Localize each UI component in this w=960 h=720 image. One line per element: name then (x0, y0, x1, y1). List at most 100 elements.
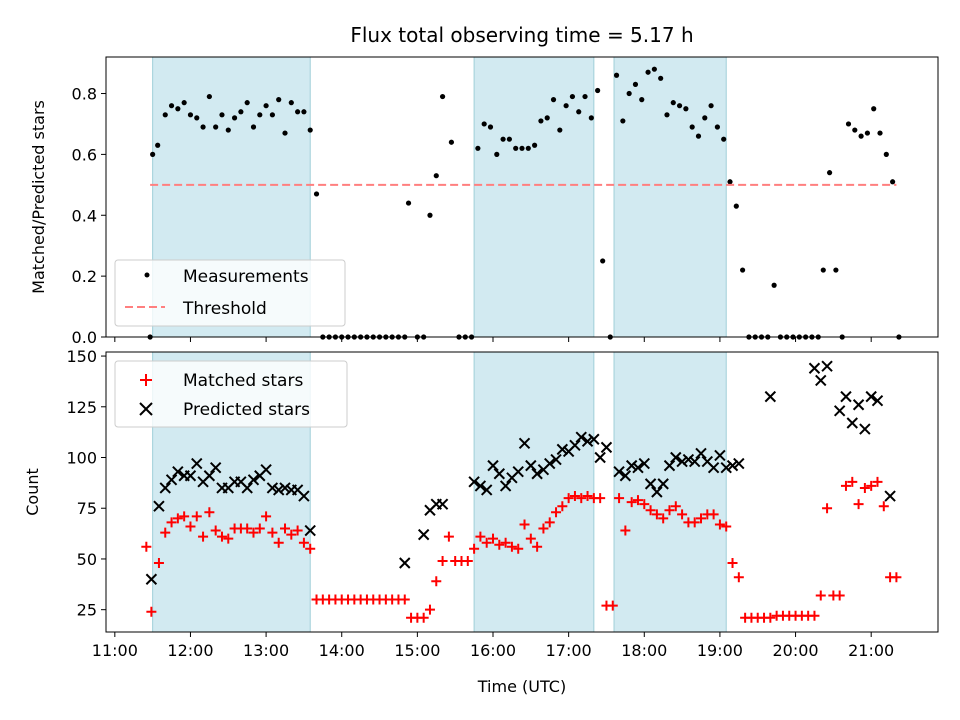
measurement-point (448, 139, 455, 145)
predicted-star-point (644, 478, 657, 490)
y-tick-label: 0.2 (72, 267, 97, 286)
matched-star-point (267, 527, 278, 538)
measurement-point (219, 112, 225, 118)
predicted-star-point (153, 500, 165, 512)
measurement-point (532, 142, 538, 148)
predicted-star-point (304, 524, 316, 537)
predicted-star-point (487, 459, 499, 472)
matched-star-point (677, 509, 688, 520)
matched-star-point (563, 493, 574, 504)
y-tick-label: 0.4 (72, 206, 97, 225)
shaded-interval (614, 57, 727, 337)
matched-star-point (254, 523, 265, 534)
predicted-star-point (480, 484, 493, 496)
predicted-star-point (172, 466, 184, 478)
matched-star-point (273, 537, 284, 548)
bottom-axes-frame (105, 351, 939, 633)
matched-star-point (481, 537, 492, 548)
measurement-point (231, 115, 238, 121)
predicted-star-point (266, 482, 279, 494)
measurement-point (820, 267, 826, 273)
predicted-star-point (600, 441, 613, 454)
predicted-star-point (272, 484, 285, 496)
matched-star-point (891, 572, 902, 583)
predicted-star-point (625, 459, 638, 472)
matched-star-point (185, 521, 196, 532)
measurement-point (433, 173, 439, 179)
top-axes-frame (105, 56, 939, 338)
measurement-point (689, 124, 695, 130)
legend-measurements-marker (144, 272, 150, 278)
matched-star-point (210, 525, 221, 536)
x-axis-label: Time (UTC) (477, 677, 566, 696)
measurement-point (639, 97, 645, 103)
predicted-star-point (184, 470, 197, 482)
shaded-interval (614, 352, 727, 632)
measurement-point (727, 179, 733, 185)
predicted-star-point (733, 457, 745, 470)
measurement-point (487, 124, 494, 130)
measurement-point (500, 136, 506, 142)
matched-star-point (146, 606, 157, 617)
measurement-point (506, 136, 512, 142)
matched-star-point (191, 511, 202, 522)
predicted-star-point (613, 466, 625, 478)
measurement-point (557, 127, 563, 133)
measurement-point (695, 133, 702, 139)
matched-star-point (443, 531, 454, 542)
predicted-star-point (550, 453, 562, 466)
matched-star-point (469, 543, 480, 554)
predicted-star-point (298, 490, 310, 502)
matched-star-point (658, 513, 669, 524)
measurement-point (162, 112, 168, 118)
measurement-point (307, 127, 313, 133)
measurement-point (733, 203, 739, 209)
predicted-star-point (638, 457, 650, 470)
top-y-axis-label: Matched/Predicted stars (29, 100, 48, 294)
measurement-point (206, 93, 212, 100)
matched-star-point (280, 523, 291, 534)
matched-star-point (544, 517, 555, 528)
x-tick-label: 14:00 (319, 641, 365, 660)
measurement-point (538, 118, 544, 124)
predicted-star-point (884, 490, 896, 502)
measurement-point (263, 103, 269, 109)
matched-star-point (305, 543, 316, 554)
predicted-star-point (544, 457, 556, 470)
predicted-star-point (436, 498, 449, 510)
legend-predicted-marker (139, 402, 153, 416)
measurement-point (295, 109, 301, 115)
bottom-legend-box (114, 360, 348, 428)
predicted-star-point (676, 455, 688, 468)
matched-star-point (569, 491, 580, 502)
predicted-star-point (556, 443, 569, 456)
matched-star-point (248, 527, 259, 538)
predicted-star-point (619, 470, 632, 482)
matched-star-point (689, 517, 700, 528)
matched-star-point (551, 507, 562, 518)
matched-star-point (645, 505, 656, 516)
predicted-star-point (714, 449, 726, 462)
measurement-point (550, 97, 557, 103)
measurement-point (225, 127, 231, 133)
matched-star-point (216, 531, 227, 542)
predicted-star-point (632, 461, 644, 474)
matched-star-point (204, 507, 215, 518)
matched-star-point (733, 572, 744, 583)
matched-star-point (809, 610, 820, 621)
predicted-star-point (260, 463, 272, 476)
x-tick-label: 15:00 (394, 641, 440, 660)
bottom-y-ticks: 25 50 75 100 125 150 (66, 347, 106, 620)
matched-star-point (292, 525, 303, 536)
measurement-point (576, 109, 582, 115)
predicted-star-point (569, 439, 581, 452)
bottom-plot-marks (141, 360, 902, 623)
matched-star-point (834, 590, 845, 601)
measurement-point (194, 115, 200, 121)
predicted-star-point (852, 399, 865, 411)
measurement-point (525, 145, 531, 151)
matched-star-point (532, 541, 543, 552)
matched-star-point (261, 511, 272, 522)
predicted-star-point (279, 482, 291, 494)
matched-star-point (626, 497, 637, 508)
